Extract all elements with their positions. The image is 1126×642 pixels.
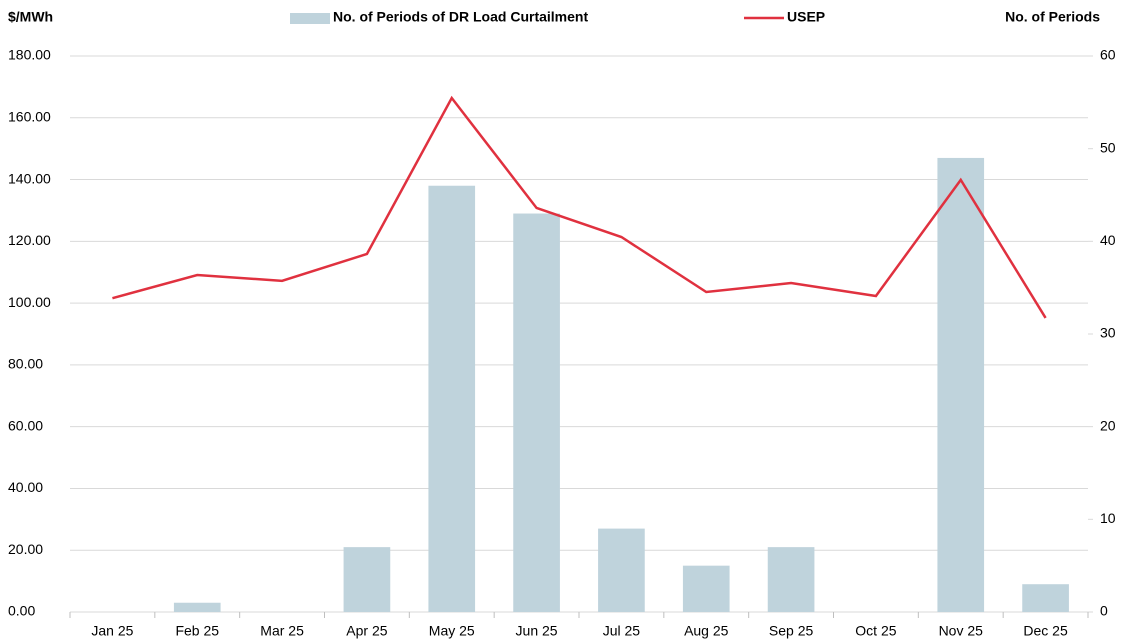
bar <box>513 213 560 613</box>
x-tick-label: Sep 25 <box>769 623 814 639</box>
y-tick-label: 140.00 <box>8 170 51 186</box>
y2-tick-label: 30 <box>1100 325 1116 341</box>
y2-tick-label: 40 <box>1100 232 1116 248</box>
x-tick-label: May 25 <box>429 623 475 639</box>
legend-label: No. of Periods of DR Load Curtailment <box>333 9 588 25</box>
y-axis-title: $/MWh <box>8 9 53 25</box>
y-tick-label: 180.00 <box>8 47 51 63</box>
y-tick-label: 0.00 <box>8 603 35 619</box>
y-tick-label: 60.00 <box>8 417 43 433</box>
x-tick-label: Jul 25 <box>603 623 641 639</box>
bar <box>343 547 391 612</box>
x-tick-label: Oct 25 <box>855 623 896 639</box>
y-tick-label: 20.00 <box>8 541 43 557</box>
bar <box>173 602 221 612</box>
x-tick-label: Nov 25 <box>939 623 984 639</box>
bar <box>682 565 730 612</box>
bar <box>598 528 645 612</box>
y2-tick-label: 60 <box>1100 47 1116 63</box>
x-tick-label: Mar 25 <box>260 623 304 639</box>
bar <box>428 185 476 612</box>
legend-swatch <box>290 13 330 24</box>
x-tick-label: Aug 25 <box>684 623 729 639</box>
x-tick-label: Dec 25 <box>1023 623 1068 639</box>
bar <box>1022 584 1069 612</box>
y2-tick-label: 0 <box>1100 603 1108 619</box>
x-tick-label: Jun 25 <box>516 623 558 639</box>
bar <box>767 547 815 612</box>
y-tick-label: 40.00 <box>8 479 43 495</box>
x-tick-label: Feb 25 <box>175 623 219 639</box>
x-tick-label: Jan 25 <box>91 623 133 639</box>
y-tick-label: 80.00 <box>8 356 43 372</box>
legend-label: USEP <box>787 9 825 25</box>
y-tick-label: 120.00 <box>8 232 51 248</box>
line <box>112 95 1047 319</box>
y-tick-label: 100.00 <box>8 294 51 310</box>
x-tick-label: Apr 25 <box>346 623 387 639</box>
y2-axis-title: No. of Periods <box>1005 9 1100 25</box>
y-tick-label: 160.00 <box>8 108 51 124</box>
bar <box>937 157 985 612</box>
y2-tick-label: 20 <box>1100 417 1116 433</box>
y2-tick-label: 50 <box>1100 139 1116 155</box>
y2-tick-label: 10 <box>1100 510 1116 526</box>
